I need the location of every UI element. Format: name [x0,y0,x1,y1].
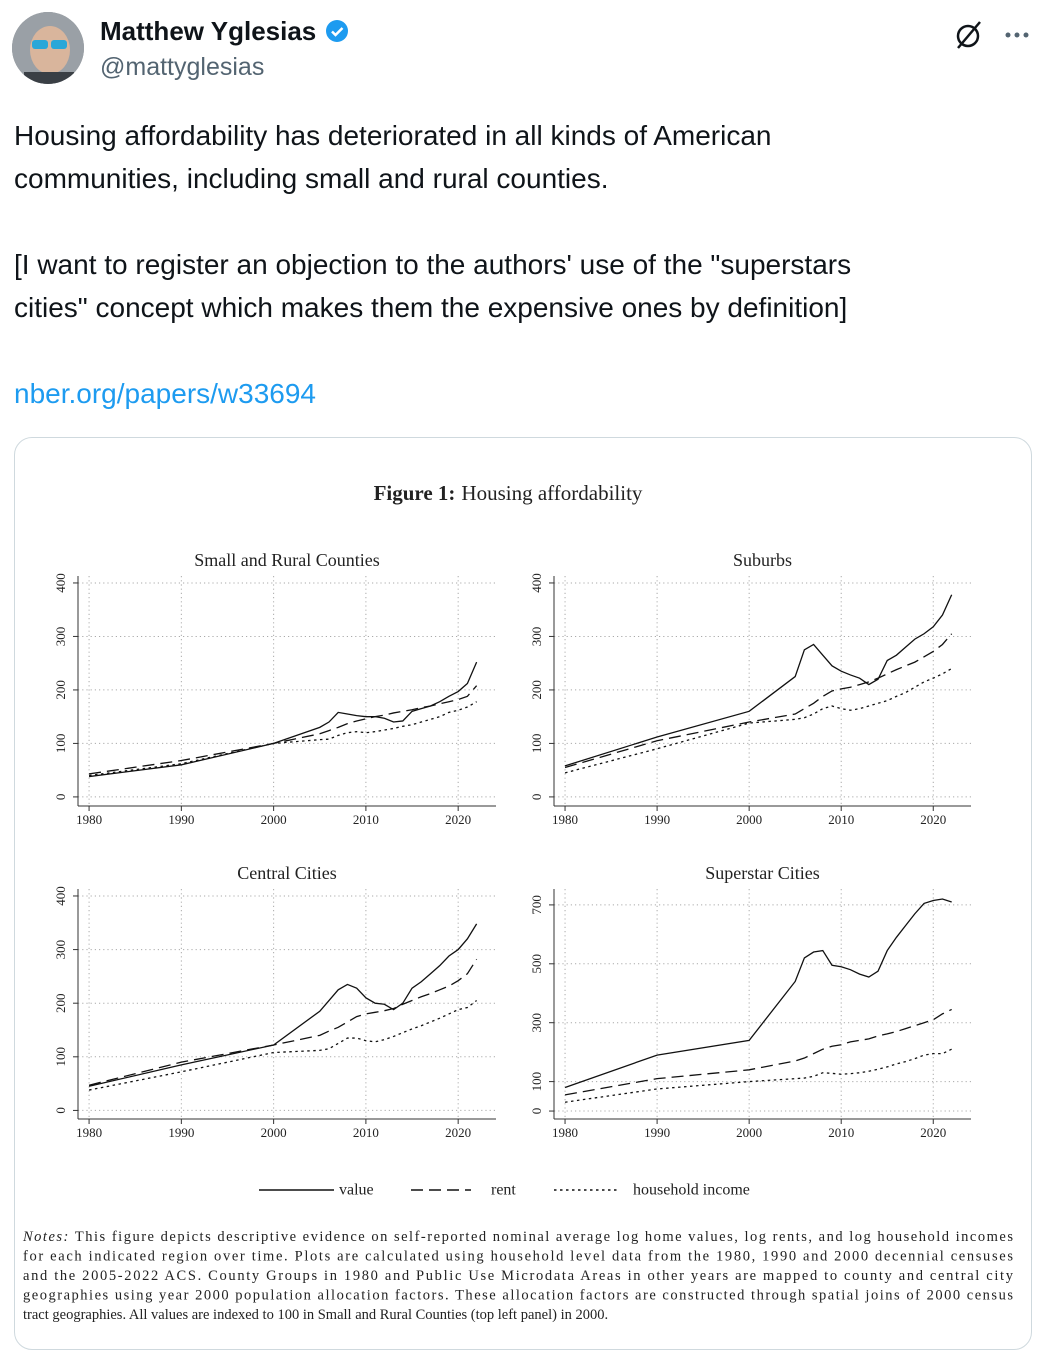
y-tick-label: 0 [53,1107,68,1114]
y-tick-label: 200 [53,993,68,1013]
x-tick-label: 1990 [168,812,194,827]
legend-label: rent [491,1182,516,1199]
y-tick-label: 300 [53,940,68,960]
series-line [88,685,478,775]
y-tick-label: 200 [53,680,68,700]
series-line [564,594,953,767]
x-tick-label: 2000 [261,812,287,827]
legend-label: household income [633,1182,750,1199]
media-card[interactable]: Figure 1: Housing affordability Small and … [14,437,1032,1350]
y-tick-label: 300 [529,1013,544,1033]
y-tick-label: 0 [529,1108,544,1115]
series-line [564,1008,952,1096]
paragraph: Housing affordability has deteriorated i… [14,114,851,200]
y-tick-label: 200 [529,680,544,700]
grok-icon[interactable] [956,21,981,49]
author-name[interactable]: Matthew Yglesias [100,16,350,47]
figure-title: Figure 1: Housing affordability [374,481,643,505]
x-tick-label: 2000 [736,1125,762,1140]
author-name-text[interactable]: Matthew Yglesias [100,16,317,46]
y-tick-label: 100 [53,734,68,754]
figure-label: Figure 1: [374,481,456,505]
x-tick-label: 2000 [736,812,762,827]
verified-badge [325,20,348,42]
x-tick-label: 1990 [168,1125,194,1140]
notes-text: for each indicated region over time. Plo… [23,1249,1013,1265]
x-tick-label: 1980 [552,1125,578,1140]
notes-line: for each indicated region over time. Plo… [23,1249,1013,1265]
author-handle[interactable]: @mattyglesias [100,53,265,81]
notes-text: tract geographies. All values are indexe… [23,1307,608,1323]
notes-text: geographies using year 2000 population a… [23,1288,1013,1304]
paragraph: [I want to register an objection to the … [14,243,851,329]
legend-label: value [339,1182,374,1199]
x-tick-label: 2020 [920,1125,946,1140]
notes-text: This figure depicts descriptive evidence… [75,1229,1013,1245]
series-line [564,667,952,774]
figure: Figure 1: Housing affordability Small and … [22,481,1014,1324]
y-tick-label: 100 [529,734,544,754]
y-tick-label: 0 [529,794,544,801]
panel-title: Suburbs [733,550,792,570]
y-tick-label: 400 [53,573,68,593]
x-tick-label: 1990 [644,1125,670,1140]
header-icons [956,21,1029,49]
notes-label: Notes: [22,1229,68,1245]
text-line: communities, including small and rural c… [14,163,609,194]
panel-title: Superstar Cities [705,863,820,883]
x-tick-label: 1980 [76,1125,102,1140]
panel-title: Small and Rural Counties [194,550,379,570]
more-icon[interactable] [1005,32,1029,38]
text-line: Housing affordability has deteriorated i… [14,120,772,151]
series-line [88,923,478,1087]
panel-title: Central Cities [237,863,336,883]
avatar[interactable] [12,12,84,84]
y-tick-label: 400 [53,886,68,906]
link[interactable]: nber.org/papers/w33694 [14,378,316,409]
x-tick-label: 1990 [644,812,670,827]
notes-line: geographies using year 2000 population a… [23,1288,1013,1304]
notes-line: Notes: This figure depicts descriptive ev… [22,1229,1013,1245]
notes-text: and the 2005-2022 ACS. County Groups in … [23,1268,1014,1284]
x-tick-label: 2010 [353,812,379,827]
x-tick-label: 2010 [828,812,854,827]
x-tick-label: 1980 [76,812,102,827]
series-line [88,701,477,777]
x-tick-label: 2010 [828,1125,854,1140]
x-tick-label: 2020 [920,812,946,827]
notes-line: and the 2005-2022 ACS. County Groups in … [23,1268,1014,1284]
series-line [88,1000,478,1091]
y-tick-label: 100 [53,1047,68,1067]
x-tick-label: 2010 [353,1125,379,1140]
series-line [564,898,952,1089]
text-line: [I want to register an objection to the … [14,249,852,280]
y-tick-label: 0 [53,794,68,801]
x-tick-label: 2020 [445,1125,471,1140]
y-tick-label: 500 [529,954,544,974]
y-tick-label: 100 [529,1072,544,1092]
series-line [88,661,478,778]
y-tick-label: 700 [529,895,544,915]
series-line [564,1048,952,1103]
series-line [88,958,478,1086]
text-line: cities" concept which makes them the exp… [14,292,848,323]
avatar-image [12,12,84,84]
y-tick-label: 300 [529,627,544,647]
x-tick-label: 2020 [445,812,471,827]
series-line [564,633,953,769]
y-tick-label: 400 [529,573,544,593]
x-tick-label: 1980 [552,812,578,827]
figure-title-text: Housing affordability [461,481,643,505]
notes-line: tract geographies. All values are indexe… [23,1307,608,1323]
x-tick-label: 2000 [261,1125,287,1140]
y-tick-label: 300 [53,627,68,647]
tweet-text: Housing affordability has deteriorated i… [14,114,851,415]
